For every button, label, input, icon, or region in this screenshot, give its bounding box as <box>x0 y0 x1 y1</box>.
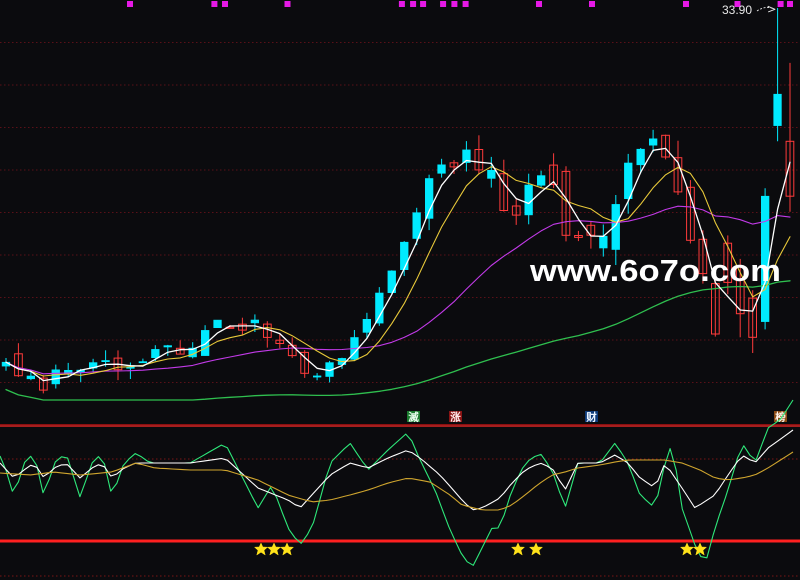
svg-text:33.90: 33.90 <box>722 3 752 17</box>
svg-text:财: 财 <box>585 410 597 423</box>
svg-text:滅: 滅 <box>408 410 419 423</box>
svg-text:涨: 涨 <box>450 410 461 423</box>
svg-text:www.6o7o.com: www.6o7o.com <box>529 253 781 288</box>
